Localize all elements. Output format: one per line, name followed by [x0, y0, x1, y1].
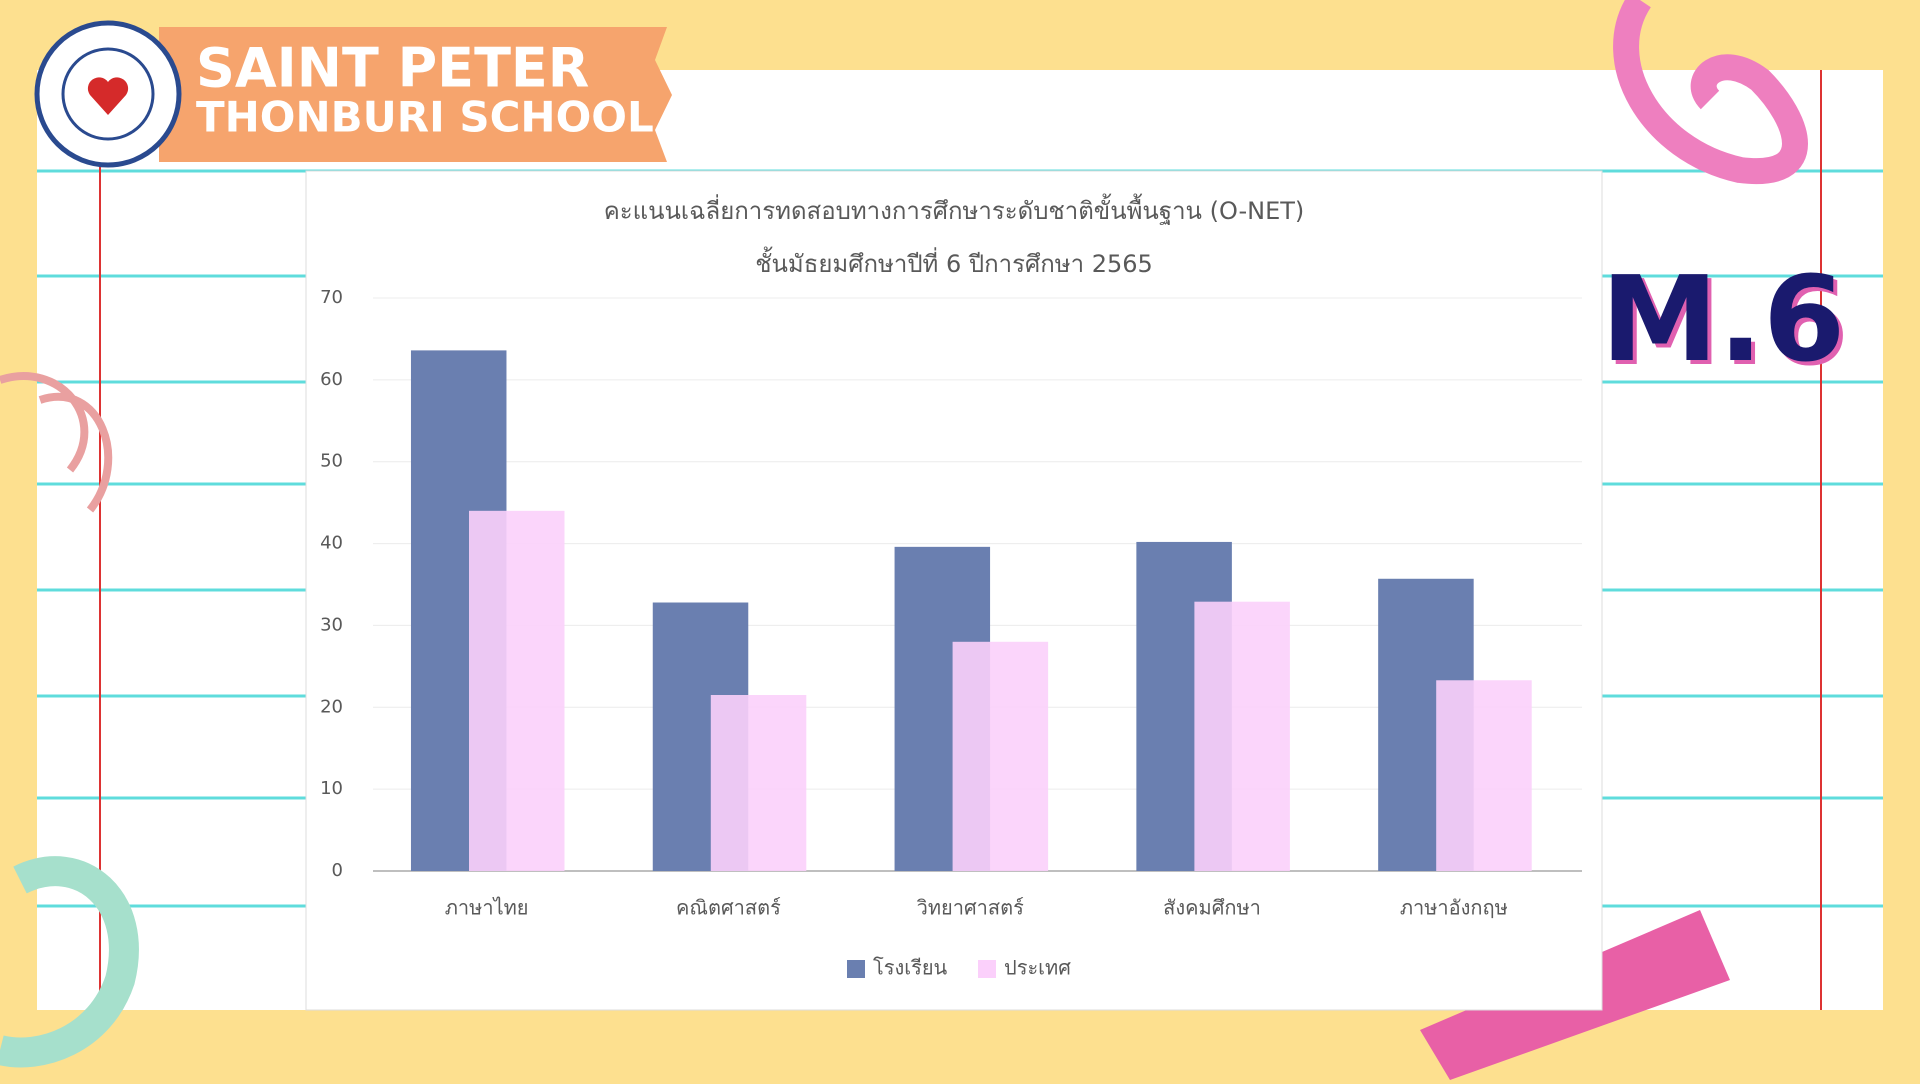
school-name: THONBURI SCHOOL	[196, 93, 654, 142]
bar	[1436, 680, 1532, 871]
bar	[710, 695, 807, 871]
legend-swatch	[978, 960, 996, 978]
x-tick-label: คณิตศาสตร์	[676, 896, 781, 920]
grade-label: M.6	[1601, 250, 1845, 388]
logo-heart	[87, 77, 129, 115]
y-tick-label: 40	[320, 533, 343, 554]
ribbon	[1613, 0, 1808, 185]
legend-swatch	[847, 960, 865, 978]
y-tick-label: 20	[320, 696, 343, 717]
chart-subtitle: ชั้นมัธยมศึกษาปีที่ 6 ปีการศึกษา 2565	[755, 246, 1153, 278]
x-tick-label: วิทยาศาสตร์	[917, 896, 1024, 920]
y-tick-label: 70	[320, 287, 343, 308]
y-tick-label: 50	[320, 451, 343, 472]
x-tick-label: ภาษาอังกฤษ	[1400, 896, 1508, 920]
legend-label: ประเทศ	[1004, 956, 1071, 980]
x-tick-label: สังคมศึกษา	[1163, 896, 1261, 920]
y-tick-label: 60	[320, 369, 343, 390]
bar	[468, 510, 565, 871]
x-tick-label: ภาษาไทย	[445, 896, 529, 920]
y-tick-label: 0	[332, 860, 343, 881]
legend-label: โรงเรียน	[873, 956, 948, 980]
chart-title: คะแนนเฉลี่ยการทดสอบทางการศึกษาระดับชาติข…	[604, 193, 1305, 225]
grade-shadow: M.6	[1605, 254, 1849, 392]
bar	[952, 641, 1049, 871]
ribbon	[0, 856, 139, 1068]
y-tick-label: 30	[320, 614, 343, 635]
y-tick-label: 10	[320, 778, 343, 799]
paperclips	[0, 372, 113, 513]
bar	[1194, 601, 1290, 871]
logo-ring	[61, 47, 155, 141]
banner	[159, 27, 672, 162]
school-name: SAINT PETER	[196, 37, 589, 100]
